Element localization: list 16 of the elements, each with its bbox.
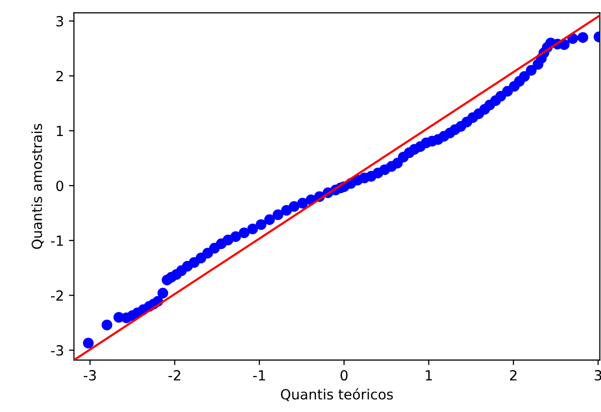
x-tick-label: 3 <box>594 370 601 381</box>
x-tick-label: 1 <box>426 370 432 380</box>
x-tick-label: -2 <box>168 370 180 380</box>
x-tick-label: -3 <box>84 370 96 381</box>
y-tick-label: -2 <box>51 290 63 301</box>
y-tick-label: -3 <box>51 345 64 356</box>
x-tick-label: 2 <box>510 370 516 380</box>
y-tick-label: 2 <box>56 70 63 82</box>
y-tick-label: 0 <box>56 180 64 192</box>
y-tick-label: 3 <box>56 16 64 26</box>
y-tick-label: 1 <box>56 126 63 136</box>
x-axis-title: Quantis teóricos <box>280 388 393 402</box>
x-tick-label: -1 <box>253 370 266 380</box>
y-axis-title: Quantis amostrais <box>31 124 44 249</box>
y-tick-label: -1 <box>51 236 63 246</box>
x-tick-label: 0 <box>340 370 348 381</box>
